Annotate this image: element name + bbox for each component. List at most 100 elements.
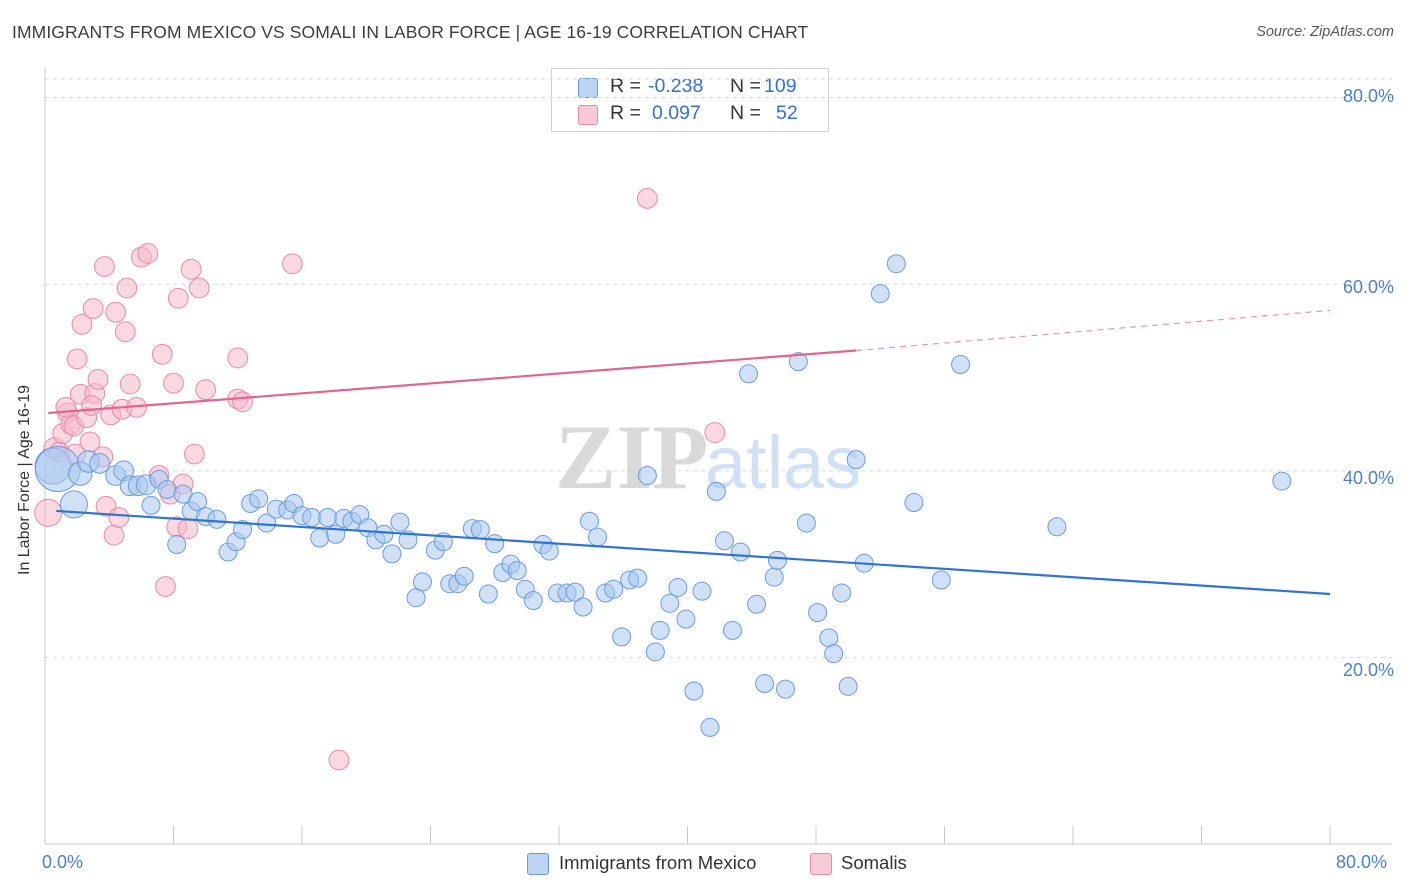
somalis-point [232, 391, 253, 413]
mexico-point [796, 513, 816, 533]
mexico-point [580, 511, 600, 531]
mexico-point [775, 679, 795, 699]
mexico-point [767, 550, 787, 570]
mexico-point [676, 609, 696, 629]
somalis-point [195, 379, 217, 401]
mexico-point [692, 581, 712, 601]
somalis-point [636, 188, 658, 209]
somalis-point [119, 373, 141, 395]
somalis-point [81, 395, 102, 416]
somalis-point [55, 396, 77, 418]
mexico-point [374, 524, 394, 544]
somalis-point [188, 277, 210, 299]
mexico-point [188, 492, 208, 512]
gridlines [45, 78, 1392, 658]
mexico-point [318, 507, 338, 527]
somalis-point [105, 301, 127, 323]
mexico-point [722, 620, 742, 640]
mexico-point [660, 593, 680, 613]
somalis-point [34, 498, 63, 527]
mexico-point [157, 479, 177, 499]
mexico-point [507, 561, 527, 581]
y-tick-label-40: 40.0% [1342, 468, 1394, 488]
legend-row-somalis: R = 0.097 N = 52 [552, 101, 828, 127]
mexico-point [454, 566, 474, 586]
mexico-point [700, 717, 720, 737]
somalis-point [66, 348, 88, 370]
somalis-point [151, 343, 173, 365]
somalis-point [177, 518, 199, 540]
mexico-point [628, 568, 648, 588]
mexico-point [470, 520, 490, 540]
somalis-point [167, 287, 189, 309]
mexico-point [1272, 471, 1292, 491]
watermark-atlas: atlas [705, 421, 861, 504]
mexico-point [604, 579, 624, 599]
mexico-point [684, 681, 704, 701]
mexico-point [233, 520, 253, 540]
source-label: Source: ZipAtlas.com [1256, 24, 1394, 40]
legend-n-value: 52 [776, 102, 798, 124]
somalis-point [328, 749, 350, 771]
mexico-point [390, 512, 410, 532]
mexico-point [406, 588, 426, 608]
bottom-legend-swatch-mexico [527, 853, 549, 875]
watermark-zip: ZIP [555, 406, 708, 508]
mexico-point [846, 450, 866, 470]
mexico-point [668, 577, 688, 597]
mexico-point [141, 495, 161, 515]
x-tick-label-max: 80.0% [1336, 852, 1388, 872]
mexico-point [808, 603, 828, 623]
somalis-point [114, 321, 136, 343]
somalis-point [183, 443, 205, 465]
mexico-point [747, 594, 767, 614]
mexico-point [1047, 517, 1067, 537]
y-tick-label-20: 20.0% [1342, 660, 1394, 680]
mexico-point [565, 582, 585, 602]
somalis-point [103, 524, 125, 546]
series-mexico [34, 254, 1292, 737]
mexico-point [59, 490, 88, 519]
mexico-point [382, 544, 402, 564]
somalis-point [155, 576, 176, 597]
mexico-point [706, 481, 726, 501]
mexico-point [650, 620, 670, 640]
legend-swatch-somalis [578, 105, 598, 125]
somalis-trend-extension [856, 309, 1331, 352]
mexico-point [870, 284, 890, 304]
bottom-legend-label-mexico: Immigrants from Mexico [559, 852, 757, 873]
somalis-trend-line [48, 349, 857, 415]
mexico-point [523, 591, 543, 611]
mexico-point [310, 528, 330, 548]
legend-r-label: R = [610, 102, 641, 124]
mexico-point [588, 527, 608, 547]
mexico-point [832, 583, 852, 603]
somalis-point [94, 256, 115, 277]
legend-r-value: 0.097 [652, 102, 701, 124]
mexico-trend-line [56, 509, 1331, 596]
somalis-point [180, 258, 202, 280]
mexico-point [485, 534, 505, 554]
somalis-point [227, 347, 249, 369]
somalis-point [704, 422, 726, 443]
mexico-point [645, 642, 665, 662]
mexico-point [714, 531, 734, 551]
mexico-point [755, 674, 775, 694]
mexico-point [904, 493, 924, 513]
bottom-legend-label-somalis: Somalis [841, 852, 907, 873]
chart-title: IMMIGRANTS FROM MEXICO VS SOMALI IN LABO… [12, 22, 809, 42]
mexico-point [819, 628, 839, 648]
mexico-point [302, 507, 322, 527]
mexico-point [886, 254, 906, 274]
x-tick-label-min: 0.0% [42, 852, 84, 872]
mexico-point [412, 572, 432, 592]
legend-row-mexico: R = -0.238 N = 109 [552, 74, 828, 100]
somalis-point [281, 253, 303, 275]
legend-r-value: -0.238 [648, 75, 704, 97]
y-axis-label: In Labor Force | Age 16-19 [16, 384, 33, 575]
bottom-legend-swatch-somalis [810, 853, 832, 875]
mexico-point [612, 627, 632, 647]
mexico-point [573, 597, 593, 617]
mexico-point [167, 535, 187, 555]
mexico-point [931, 570, 951, 590]
